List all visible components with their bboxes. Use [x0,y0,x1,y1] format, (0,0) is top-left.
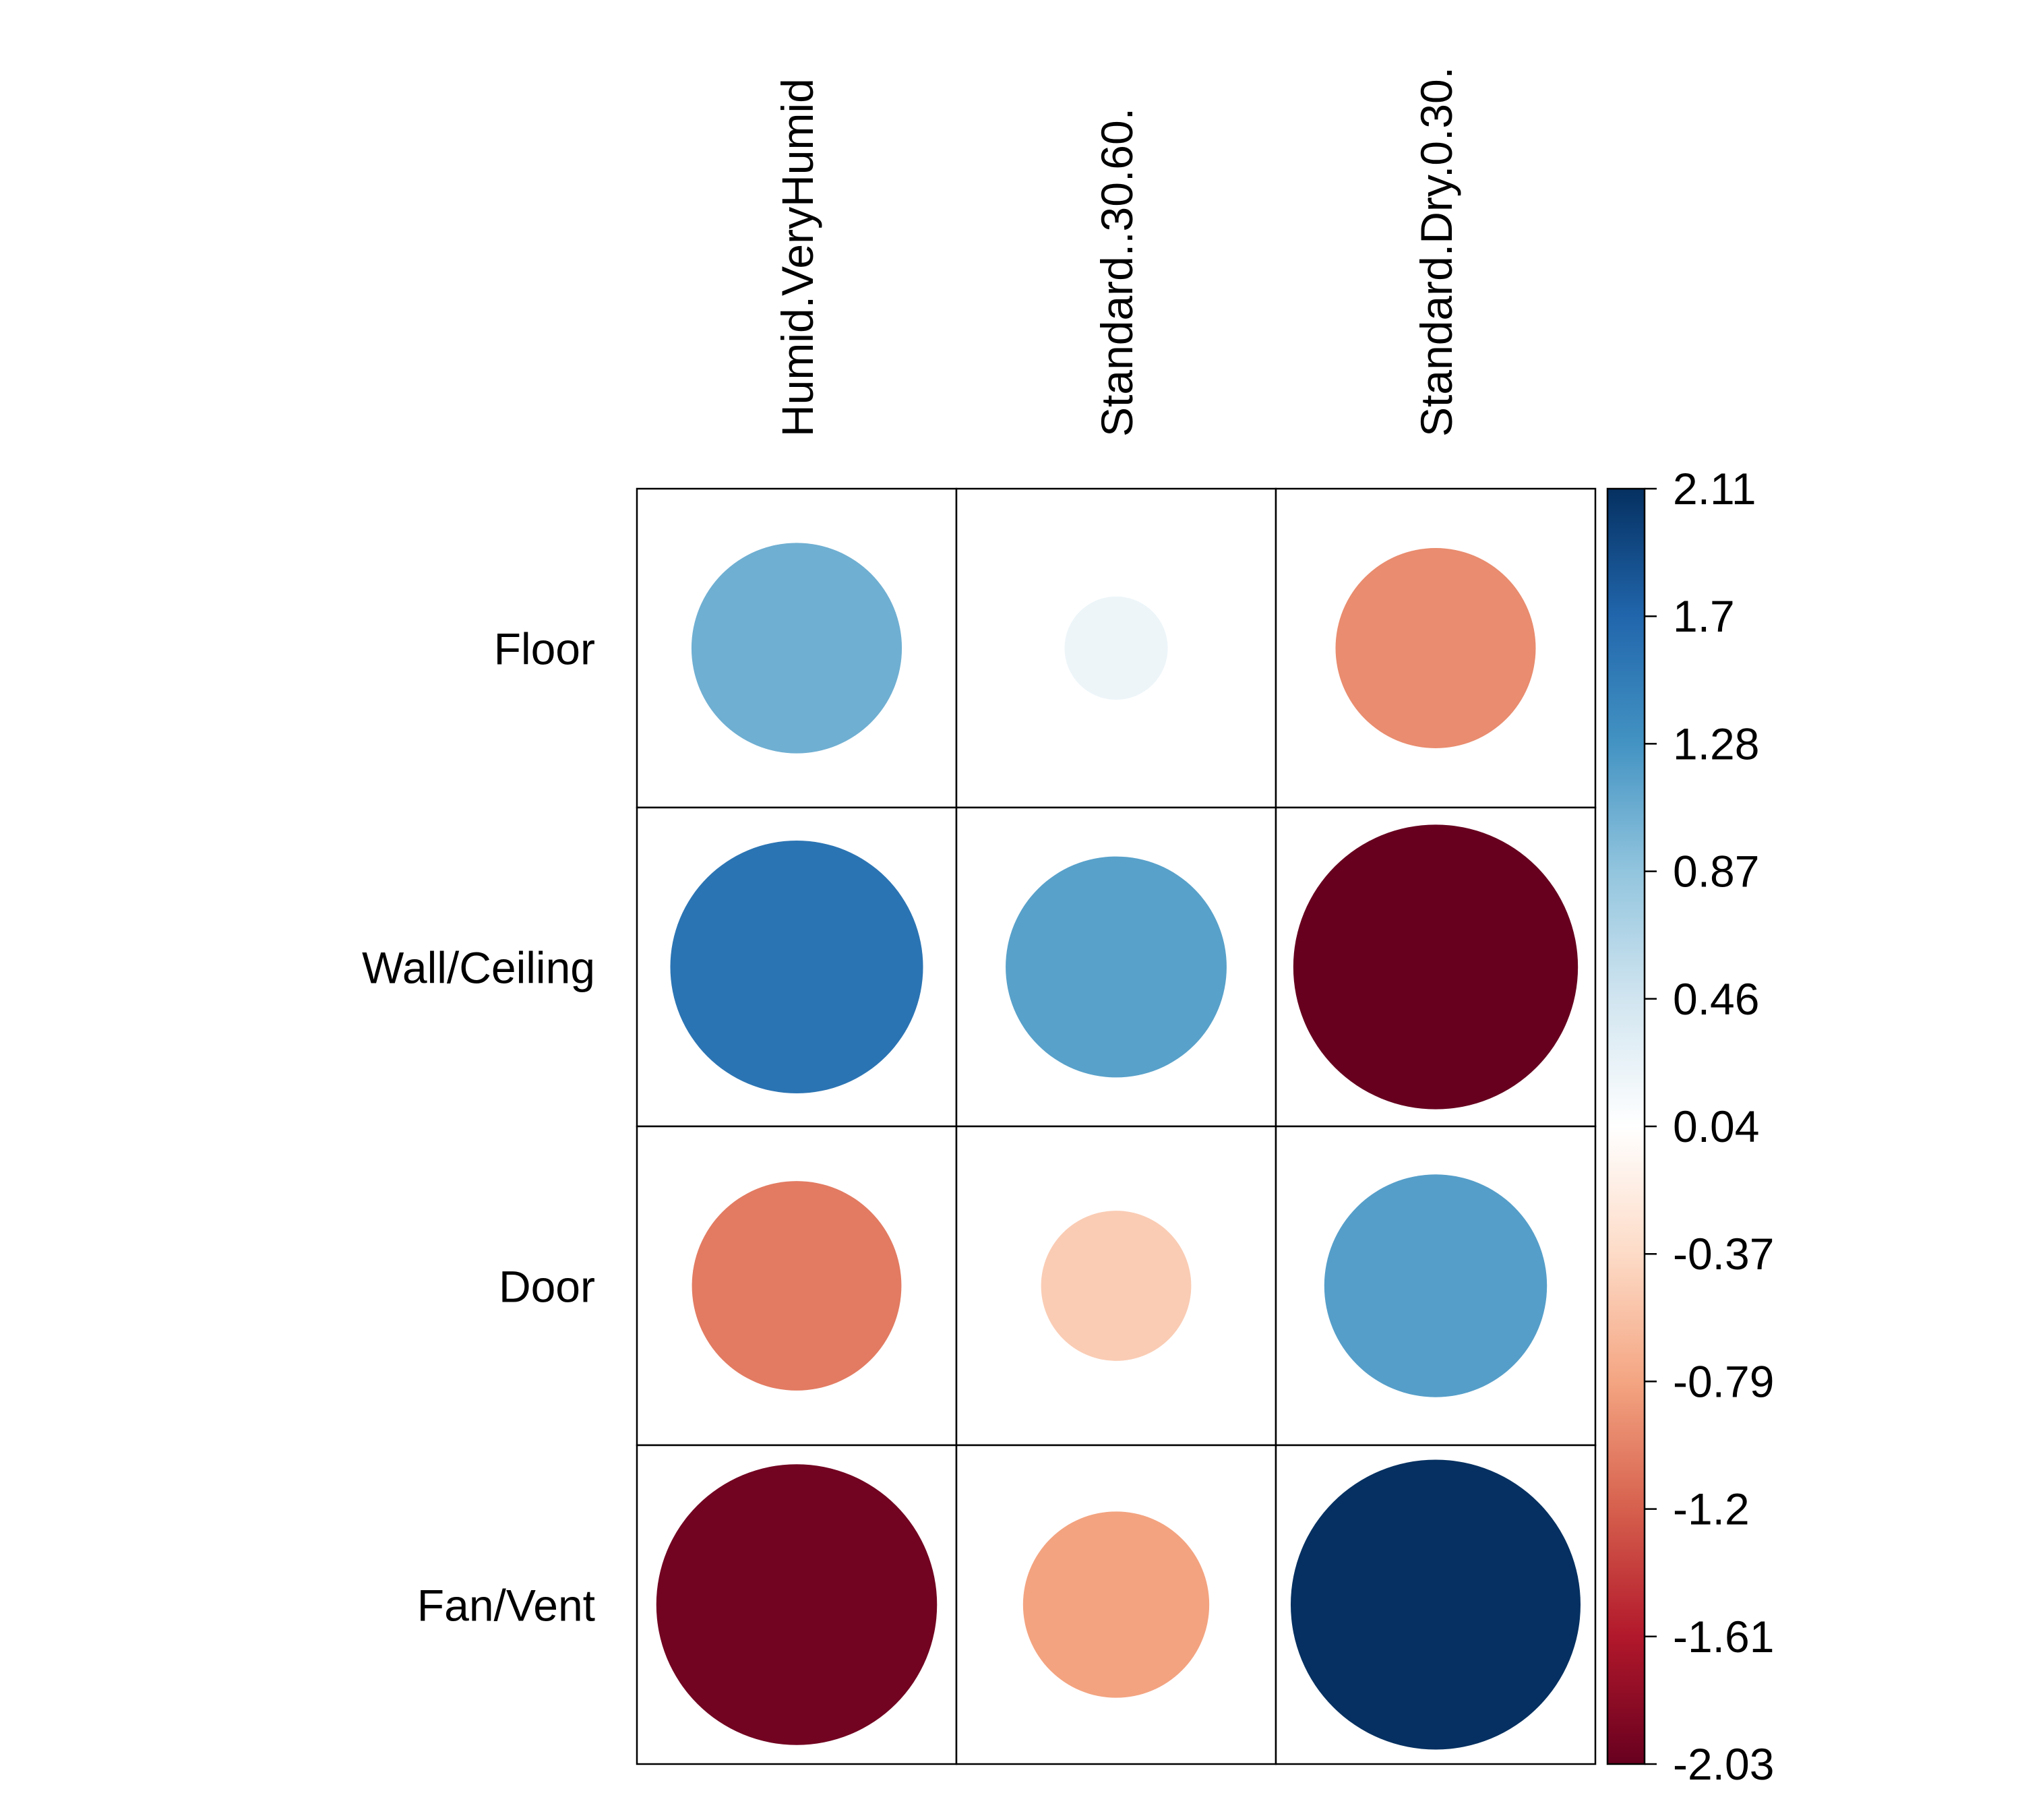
colorbar-tick-label: -2.03 [1673,1739,1774,1789]
value-circle [1022,1511,1210,1698]
colorbar-tick-label: -1.61 [1673,1612,1774,1662]
row-label: Fan/Vent [417,1581,595,1631]
colorbar-tick-label: 0.87 [1673,847,1759,897]
column-label: Standard..30.60. [1092,108,1142,437]
colorbar-tick-label: 1.7 [1673,591,1735,641]
row-label: Wall/Ceiling [362,943,595,993]
value-circle [1335,548,1536,748]
colorbar-tick-label: 0.04 [1673,1101,1759,1151]
colorbar-tick-label: 1.28 [1673,719,1759,768]
value-circle [670,840,923,1094]
value-circle [1006,856,1227,1078]
colorbar-tick-label: 0.46 [1673,974,1759,1024]
colorbar [1606,487,1646,1765]
value-circle [1293,824,1579,1110]
value-circle [692,1181,902,1391]
column-label: Humid.VeryHumid [772,78,822,437]
value-circle [1324,1174,1548,1397]
row-label: Door [499,1262,595,1312]
row-label: Floor [494,624,595,674]
column-label: Standard.Dry.0.30. [1411,67,1461,437]
colorbar-tick-label: -0.37 [1673,1229,1774,1279]
value-circle [691,543,902,754]
value-circle [656,1464,938,1745]
colorbar-tick-label: 2.11 [1673,464,1756,514]
colorbar-tick-label: -1.2 [1673,1484,1750,1534]
value-circle [1041,1211,1192,1361]
colorbar-tick-label: -0.79 [1673,1356,1774,1406]
value-circle [1291,1459,1581,1750]
value-circle [1064,596,1168,700]
